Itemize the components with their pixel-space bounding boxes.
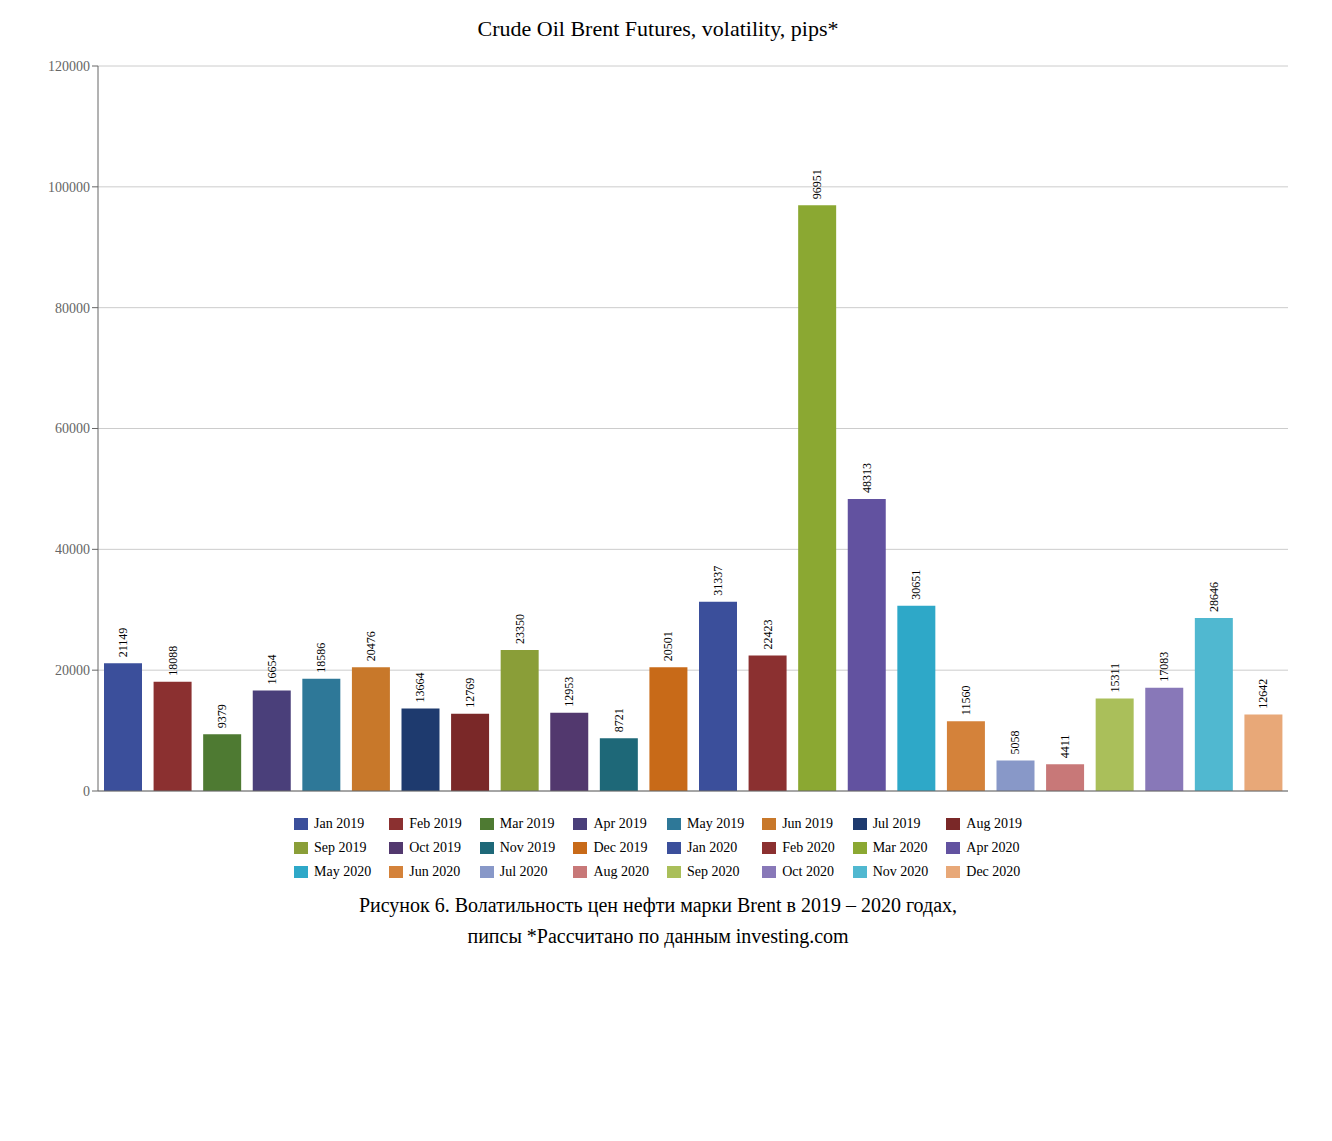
svg-text:17083: 17083 bbox=[1157, 652, 1171, 682]
svg-text:20476: 20476 bbox=[364, 631, 378, 661]
html-text:Oct 2020: Oct 2020 bbox=[782, 864, 834, 879]
html-text:Jan 2019: Jan 2019 bbox=[314, 816, 365, 831]
svg-text:60000: 60000 bbox=[55, 421, 90, 436]
html-text:Jun 2020: Jun 2020 bbox=[409, 864, 461, 879]
html-text:Jun 2019: Jun 2019 bbox=[782, 816, 834, 831]
svg-text:20000: 20000 bbox=[55, 663, 90, 678]
html-text:Mar 2020: Mar 2020 bbox=[872, 840, 928, 855]
html-text:пипсы *Рассчитано по данным in: пипсы *Рассчитано по данным investing.co… bbox=[467, 925, 849, 947]
html-text:Nov 2019: Nov 2019 bbox=[499, 840, 556, 855]
svg-text:100000: 100000 bbox=[48, 180, 90, 195]
html-text:Dec 2019: Dec 2019 bbox=[593, 840, 648, 855]
svg-text:4411: 4411 bbox=[1058, 735, 1072, 759]
html-text:Рисунок 6. Волатильность цен н: Рисунок 6. Волатильность цен нефти марки… bbox=[358, 894, 958, 916]
html-text:Aug 2019: Aug 2019 bbox=[966, 816, 1022, 831]
html-text:Aug 2020: Aug 2020 bbox=[593, 864, 649, 879]
svg-text:28646: 28646 bbox=[1207, 582, 1221, 612]
html-text:Oct 2019: Oct 2019 bbox=[409, 840, 461, 855]
svg-text:120000: 120000 bbox=[48, 59, 90, 74]
html-text:May 2019: May 2019 bbox=[687, 816, 745, 831]
svg-text:13664: 13664 bbox=[414, 672, 428, 702]
svg-text:22423: 22423 bbox=[761, 620, 775, 650]
html-text:Apr 2019: Apr 2019 bbox=[593, 816, 647, 831]
svg-text:18088: 18088 bbox=[166, 646, 180, 676]
svg-text:12953: 12953 bbox=[562, 677, 576, 707]
html-text:Sep 2020: Sep 2020 bbox=[687, 864, 740, 879]
svg-text:16654: 16654 bbox=[265, 654, 279, 684]
svg-text:11560: 11560 bbox=[959, 686, 973, 716]
html-text:Feb 2019: Feb 2019 bbox=[409, 816, 462, 831]
svg-text:80000: 80000 bbox=[55, 301, 90, 316]
svg-text:12642: 12642 bbox=[1256, 679, 1270, 709]
svg-text:40000: 40000 bbox=[55, 542, 90, 557]
svg-text:23350: 23350 bbox=[513, 614, 527, 644]
html-text:Apr 2020: Apr 2020 bbox=[966, 840, 1020, 855]
html-text:Dec 2020: Dec 2020 bbox=[966, 864, 1021, 879]
html-text:Feb 2020: Feb 2020 bbox=[782, 840, 835, 855]
html-text:Crude Oil Brent Futures, volat: Crude Oil Brent Futures, volatility, pip… bbox=[477, 16, 839, 41]
svg-text:5058: 5058 bbox=[1009, 730, 1023, 754]
html-text:Mar 2019: Mar 2019 bbox=[499, 816, 555, 831]
svg-text:15311: 15311 bbox=[1108, 663, 1122, 693]
svg-text:18586: 18586 bbox=[314, 643, 328, 673]
svg-text:8721: 8721 bbox=[612, 708, 626, 732]
svg-text:21149: 21149 bbox=[116, 628, 130, 658]
html-text:Jan 2020: Jan 2020 bbox=[687, 840, 738, 855]
svg-text:31337: 31337 bbox=[711, 566, 725, 596]
html-text:Jul 2019: Jul 2019 bbox=[872, 816, 921, 831]
svg-text:0: 0 bbox=[83, 784, 90, 799]
html-text:Sep 2019: Sep 2019 bbox=[314, 840, 367, 855]
svg-text:48313: 48313 bbox=[860, 463, 874, 493]
html-text:May 2020: May 2020 bbox=[314, 864, 372, 879]
html-text:Jul 2020: Jul 2020 bbox=[499, 864, 548, 879]
svg-text:20501: 20501 bbox=[661, 631, 675, 661]
svg-text:30651: 30651 bbox=[909, 570, 923, 600]
svg-text:12769: 12769 bbox=[463, 678, 477, 708]
svg-text:96951: 96951 bbox=[810, 169, 824, 199]
html-text:Nov 2020: Nov 2020 bbox=[872, 864, 929, 879]
svg-text:9379: 9379 bbox=[215, 704, 229, 728]
